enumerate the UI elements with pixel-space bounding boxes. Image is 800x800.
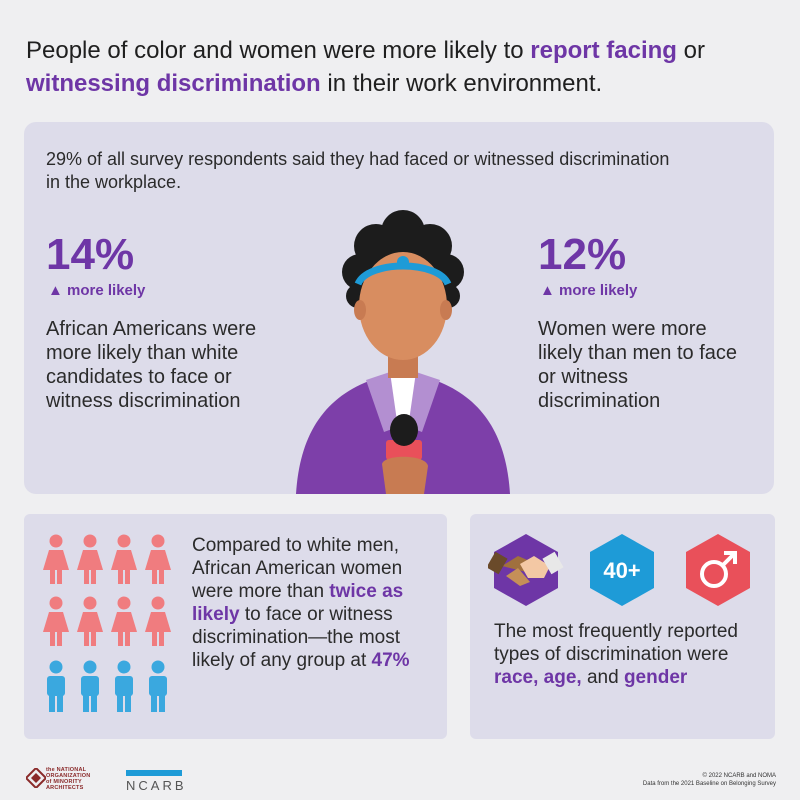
footer-copyright: © 2022 NCARB and NOMA [702, 773, 776, 779]
man-icon [149, 660, 167, 712]
women-stat-sub: ▲ more likely [540, 282, 638, 299]
race-highlight: race, [494, 667, 539, 688]
woman-icon [43, 596, 69, 646]
discrimination-types-panel: 40+ The most frequently reported types o… [470, 514, 775, 739]
twice-as-likely-highlight: twice as likely [192, 581, 404, 625]
african-americans-stat-value: 14% [46, 230, 135, 279]
woman-with-microphone-illustration [296, 210, 510, 494]
noma-line-1: the NATIONAL [46, 767, 87, 773]
headline: People of color and women were more like… [26, 34, 786, 100]
gender-highlight: gender [623, 667, 688, 688]
noma-logo-icon [26, 768, 46, 788]
people-icons-grid [43, 534, 171, 712]
types-text-part1: The most frequently reported types of di… [494, 621, 738, 665]
woman-icon [77, 596, 103, 646]
woman-icon [111, 534, 137, 584]
woman-icon [111, 596, 137, 646]
discrimination-types-text: The most frequently reported types of di… [494, 620, 764, 689]
woman-icon [145, 534, 171, 584]
survey-intro-text: 29% of all survey respondents said they … [46, 149, 670, 192]
noma-logo-text: the NATIONAL ORGANIZATION of MINORITY AR… [46, 767, 90, 791]
discrimination-type-badges: 40+ [488, 534, 750, 606]
headline-highlight-report-facing: report facing [530, 37, 677, 64]
comparison-text-part1: Compared to white men, African American … [192, 535, 403, 602]
headline-part1: People of color and women were more like… [26, 37, 531, 64]
handshake-icon [488, 534, 564, 606]
age-badge-label: 40+ [603, 558, 640, 583]
african-american-women-panel: Compared to white men, African American … [24, 514, 447, 739]
headline-part2: or [676, 37, 705, 64]
headline-highlight-witnessing: witnessing discrimination [26, 70, 321, 97]
footer-source: Data from the 2021 Baseline on Belonging… [642, 781, 776, 787]
african-americans-stat-sub: ▲ more likely [48, 282, 146, 299]
age-badge: 40+ [590, 534, 654, 606]
women-stat-text: Women were more likely than men to face … [538, 318, 737, 412]
types-text-and: and [581, 667, 624, 688]
top-stats-panel: 29% of all survey respondents said they … [24, 122, 774, 494]
age-highlight: age, [543, 667, 582, 688]
percent-47-highlight: 47% [371, 650, 410, 671]
headline-part3: in their work environment. [320, 70, 603, 97]
woman-icon [145, 596, 171, 646]
comparison-text-part2: to face or witness discrimination—the mo… [192, 604, 401, 671]
noma-line-4: ARCHITECTS [46, 785, 84, 791]
noma-line-2: ORGANIZATION [46, 773, 91, 779]
woman-icon [77, 534, 103, 584]
women-stat-value: 12% [538, 230, 627, 279]
ncarb-logo-text: NCARB [126, 778, 187, 793]
man-icon [81, 660, 99, 712]
noma-line-3: of MINORITY [46, 779, 82, 785]
comparison-text: Compared to white men, African American … [192, 534, 432, 672]
woman-icon [43, 534, 69, 584]
ncarb-logo-bar [126, 770, 182, 776]
man-icon [115, 660, 133, 712]
african-americans-stat-text: African Americans were more likely than … [46, 318, 257, 412]
male-symbol-icon [686, 534, 750, 606]
man-icon [47, 660, 65, 712]
